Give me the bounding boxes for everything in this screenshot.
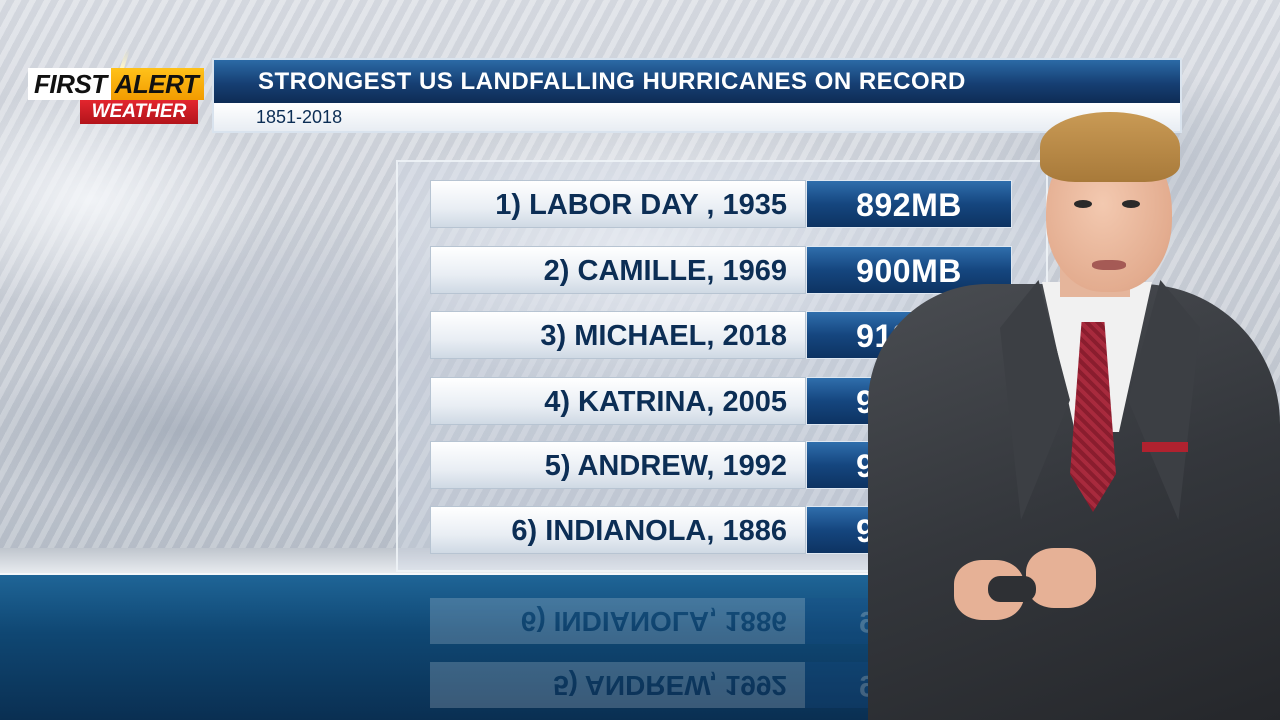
presenter-eye-left xyxy=(1074,200,1092,208)
reflection-row-name: 6) INDIANOLA, 1886 xyxy=(430,598,805,644)
ranking-row-name: 1) LABOR DAY , 1935 xyxy=(430,180,806,228)
ranking-row-pressure: 892MB xyxy=(806,180,1012,228)
presenter-hand-right xyxy=(1026,548,1096,608)
title-banner: STRONGEST US LANDFALLING HURRICANES ON R… xyxy=(212,58,1182,103)
weather-presenter xyxy=(860,112,1280,720)
logo-top-line: FIRST ALERT xyxy=(28,68,220,100)
ranking-row-name: 2) CAMILLE, 1969 xyxy=(430,246,806,294)
ranking-row-name: 4) KATRINA, 2005 xyxy=(430,377,806,425)
page-subtitle: 1851-2018 xyxy=(256,107,343,127)
ranking-row-name: 6) INDIANOLA, 1886 xyxy=(430,506,806,554)
presenter-mouth xyxy=(1092,260,1126,270)
page-title: STRONGEST US LANDFALLING HURRICANES ON R… xyxy=(258,68,966,95)
presenter-pocket-square xyxy=(1142,442,1188,452)
ranking-row: 2) CAMILLE, 1969 900MB xyxy=(430,246,1012,294)
first-alert-weather-logo: FIRST ALERT WEATHER xyxy=(28,48,224,128)
logo-weather-text: WEATHER xyxy=(80,100,198,124)
logo-first-text: FIRST xyxy=(28,68,111,100)
logo-alert-text: ALERT xyxy=(110,68,205,100)
subtitle-banner: 1851-2018 xyxy=(212,103,1182,133)
ranking-row: 1) LABOR DAY , 1935 892MB xyxy=(430,180,1012,228)
presenter-eye-right xyxy=(1122,200,1140,208)
presenter-hair xyxy=(1040,112,1180,182)
presenter-clicker xyxy=(988,576,1036,602)
reflection-row-name: 5) ANDREW, 1992 xyxy=(430,662,805,708)
ranking-row-name: 3) MICHAEL, 2018 xyxy=(430,311,806,359)
ranking-row-pressure: 900MB xyxy=(806,246,1012,294)
ranking-row-name: 5) ANDREW, 1992 xyxy=(430,441,806,489)
